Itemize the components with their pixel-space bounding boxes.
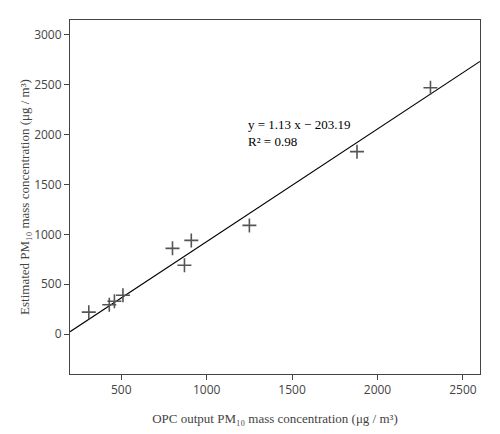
- svg-text:3000: 3000: [34, 26, 62, 43]
- svg-text:500: 500: [111, 381, 132, 398]
- svg-text:1000: 1000: [193, 381, 221, 398]
- svg-text:y = 1.13 x − 203.19R² = 0.98: y = 1.13 x − 203.19R² = 0.98: [248, 117, 350, 149]
- svg-text:OPC output PM₁₀ mass concentra: OPC output PM₁₀ mass concentration (μg /…: [152, 411, 398, 426]
- svg-text:0: 0: [55, 325, 62, 342]
- svg-text:Estimated PM₁₀ mass concentrat: Estimated PM₁₀ mass concentration (μg / …: [17, 79, 32, 315]
- svg-text:2500: 2500: [34, 76, 62, 93]
- svg-text:2000: 2000: [364, 381, 392, 398]
- svg-text:500: 500: [41, 275, 62, 292]
- svg-text:2500: 2500: [449, 381, 477, 398]
- svg-text:1500: 1500: [278, 381, 306, 398]
- svg-text:1000: 1000: [34, 226, 62, 243]
- svg-text:2000: 2000: [34, 126, 62, 143]
- svg-text:1500: 1500: [34, 176, 62, 193]
